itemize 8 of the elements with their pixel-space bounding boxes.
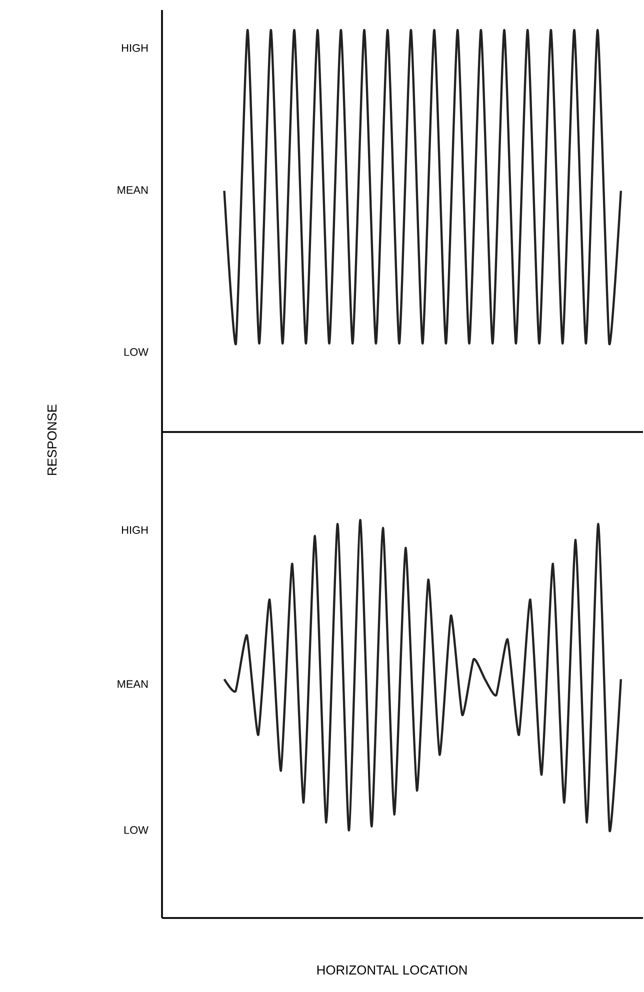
text: LOW: [124, 826, 148, 834]
text: LOW: [124, 348, 148, 356]
text: HIGH: [122, 44, 148, 52]
text: MEAN: [118, 186, 148, 194]
text: HIGH: [122, 526, 148, 534]
x-axis-title: HORIZONTAL LOCATION: [317, 965, 467, 975]
text: MEAN: [118, 680, 148, 688]
y-axis-title: RESPONSE: [47, 404, 57, 475]
